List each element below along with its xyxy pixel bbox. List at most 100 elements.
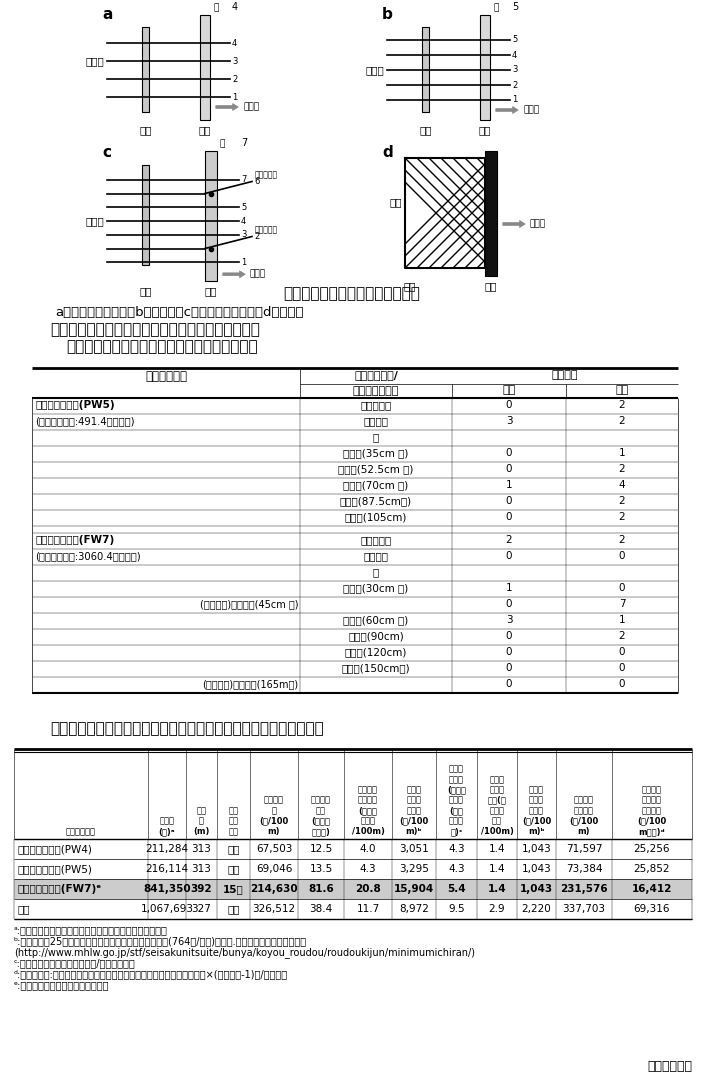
Text: 内側: 内側 (503, 385, 515, 394)
Text: 2: 2 (512, 80, 517, 89)
Text: ᶜ:比較のため下草刈り作業２回/年として計算: ᶜ:比較のため下草刈り作業２回/年として計算 (14, 958, 136, 968)
Text: 231,576: 231,576 (560, 884, 608, 894)
Text: 7: 7 (241, 138, 247, 148)
Text: ３段目(60cm 高): ３段目(60cm 高) (343, 615, 409, 625)
Text: 1,067,693: 1,067,693 (140, 904, 193, 914)
Text: 4.3: 4.3 (360, 864, 376, 874)
Text: ５段目(105cm): ５段目(105cm) (345, 512, 407, 522)
Bar (480, 15, 490, 120)
Text: 327: 327 (192, 904, 212, 914)
Text: 単位設
置作業
の労賃
(円/100
m)ᵇ: 単位設 置作業 の労賃 (円/100 m)ᵇ (399, 786, 429, 836)
Text: ᵇ:労賃は平成25年度の最低賃金時間額の全国荷重平均額(764円/時間)で換算.データは厚生労働省による: ᵇ:労賃は平成25年度の最低賃金時間額の全国荷重平均額(764円/時間)で換算.… (14, 936, 307, 946)
Text: 5: 5 (512, 2, 518, 12)
Text: 2: 2 (619, 416, 625, 426)
Text: 0: 0 (619, 583, 625, 593)
Text: 段: 段 (213, 3, 219, 12)
Text: 柵外側: 柵外側 (523, 105, 539, 115)
Text: ３年: ３年 (227, 844, 240, 854)
Text: １段目(35cm 高): １段目(35cm 高) (343, 448, 409, 458)
Text: 5: 5 (241, 203, 246, 212)
Text: 11.7: 11.7 (356, 904, 379, 914)
Text: 392: 392 (190, 884, 212, 894)
Text: ポリワイヤ５段(PW5): ポリワイヤ５段(PW5) (17, 864, 92, 874)
Text: 25,852: 25,852 (634, 864, 670, 874)
Text: 4.3: 4.3 (448, 864, 465, 874)
Text: 71,597: 71,597 (565, 844, 602, 854)
Text: 侵入時の行動/: 侵入時の行動/ (354, 370, 398, 379)
Text: 耐用年数
に基づく
費用単価
(円/100
m・年)ᵈ: 耐用年数 に基づく 費用単価 (円/100 m・年)ᵈ (637, 786, 667, 836)
Text: 9.5: 9.5 (448, 904, 465, 914)
Text: 326,512: 326,512 (252, 904, 295, 914)
Text: ᵈ:次式で計算:〈初年度総費用単価＋単位維持作業時間の最低賃金換算額×(耐用年数-1)〉/耐用年数: ᵈ:次式で計算:〈初年度総費用単価＋単位維持作業時間の最低賃金換算額×(耐用年数… (14, 969, 288, 979)
Text: 0: 0 (619, 647, 625, 657)
Text: 38.4: 38.4 (309, 904, 333, 914)
Text: 69,316: 69,316 (634, 904, 670, 914)
Text: 4: 4 (232, 2, 238, 12)
Text: ポリワイヤ５段(PW5): ポリワイヤ５段(PW5) (35, 400, 115, 410)
Text: 0: 0 (619, 662, 625, 673)
Text: 4.0: 4.0 (360, 844, 376, 854)
Text: 313: 313 (192, 844, 212, 854)
Bar (205, 151, 217, 281)
Text: 高張力鋼線７段(FW7)ᵉ: 高張力鋼線７段(FW7)ᵉ (17, 884, 101, 894)
Text: 337,703: 337,703 (563, 904, 606, 914)
Text: 単位保
守作業
の労賃
(円/100
m)ᵇ: 単位保 守作業 の労賃 (円/100 m)ᵇ (522, 786, 551, 836)
Text: くぐり抜け: くぐり抜け (360, 400, 391, 410)
Text: 出現頻度: 出現頻度 (552, 370, 578, 379)
Text: 313: 313 (192, 864, 212, 874)
Text: 0: 0 (619, 679, 625, 689)
Text: 2: 2 (619, 496, 625, 506)
Text: 2: 2 (232, 74, 238, 84)
Text: 外側: 外側 (615, 385, 629, 394)
Text: 3,051: 3,051 (399, 844, 429, 854)
Text: 電気柵の種類: 電気柵の種類 (145, 370, 187, 383)
Text: 柵外側: 柵外側 (243, 103, 259, 111)
Text: 0: 0 (505, 496, 513, 506)
Text: 設置
長
(m): 設置 長 (m) (193, 806, 209, 836)
Bar (200, 15, 210, 120)
Text: 0: 0 (505, 631, 513, 641)
Text: 2: 2 (619, 464, 625, 474)
Text: 設置作業
時間
(のべ作
業時間): 設置作業 時間 (のべ作 業時間) (311, 795, 331, 836)
Text: 0: 0 (505, 551, 513, 561)
Text: 2: 2 (619, 512, 625, 522)
Text: 20.8: 20.8 (355, 884, 381, 894)
Text: 4: 4 (512, 50, 517, 60)
Text: ４段目(90cm): ４段目(90cm) (348, 631, 404, 641)
Text: 電気柵の種類: 電気柵の種類 (66, 827, 96, 836)
Text: 1: 1 (512, 95, 517, 104)
Text: 4: 4 (619, 480, 625, 490)
Text: 841,350: 841,350 (143, 884, 191, 894)
Text: 3: 3 (512, 65, 517, 74)
Bar (422, 27, 429, 111)
Text: 0: 0 (505, 400, 513, 410)
Text: 段: 段 (493, 3, 498, 12)
Text: 接触・探査行動: 接触・探査行動 (352, 386, 399, 396)
Text: 13.5: 13.5 (309, 864, 333, 874)
Text: 1: 1 (505, 480, 513, 490)
Text: 2: 2 (254, 232, 259, 241)
Bar (14, 879, 692, 899)
Text: 15,904: 15,904 (394, 884, 434, 894)
Text: 表１　ポリワイヤ５段区と高張力鋼線７段区におけ: 表１ ポリワイヤ５段区と高張力鋼線７段区におけ (50, 322, 260, 337)
Text: 支柱: 支柱 (479, 125, 491, 135)
Text: 電牧線: 電牧線 (85, 56, 104, 66)
Text: ／: ／ (373, 567, 379, 577)
Text: 0: 0 (505, 464, 513, 474)
Text: 73,384: 73,384 (565, 864, 602, 874)
Text: 単位保
守作業
時間(の
べ作業
時間
/100m): 単位保 守作業 時間(の べ作業 時間 /100m) (481, 775, 513, 836)
Text: 69,046: 69,046 (256, 864, 292, 874)
Text: 推奨
耐用
年数: 推奨 耐用 年数 (228, 806, 238, 836)
Text: （竹内正彦）: （竹内正彦） (647, 1060, 692, 1072)
Text: 67,503: 67,503 (256, 844, 292, 854)
Text: 1: 1 (619, 448, 625, 458)
Bar (142, 27, 149, 111)
Text: ５段目(120cm): ５段目(120cm) (345, 647, 407, 657)
Text: 1: 1 (619, 615, 625, 625)
Text: a）ポリワイヤ４段，b）同５段，c）高張力鋼線７段，d）電網型: a）ポリワイヤ４段，b）同５段，c）高張力鋼線７段，d）電網型 (55, 306, 303, 319)
Text: 表２　使用した電気柵資材の経費および設置と保守作業時間の比較: 表２ 使用した電気柵資材の経費および設置と保守作業時間の比較 (50, 721, 324, 736)
Text: 電網: 電網 (389, 197, 402, 207)
Text: 0: 0 (505, 662, 513, 673)
Text: 1: 1 (505, 583, 513, 593)
Text: 4: 4 (241, 217, 246, 225)
